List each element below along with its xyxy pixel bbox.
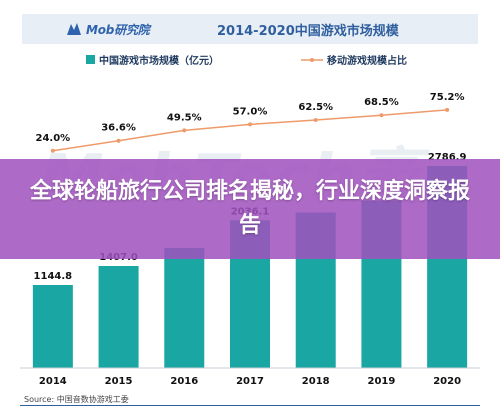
legend-bar-label: 中国游戏市场规模（亿元） bbox=[99, 56, 219, 67]
share-point-2014 bbox=[50, 148, 55, 153]
share-label-2019: 68.5% bbox=[364, 97, 399, 108]
logo: Mob研究院 bbox=[66, 21, 150, 38]
banner-text: 全球轮船旅行公司排名揭秘，行业深度洞察报告 bbox=[30, 179, 471, 238]
legend-item-bar: 中国游戏市场规模（亿元） bbox=[86, 52, 219, 67]
x-tick-2018: 2018 bbox=[302, 376, 330, 387]
bar-value-label-2020: 2786.9 bbox=[428, 152, 467, 163]
overlay-banner: 全球轮船旅行公司排名揭秘，行业深度洞察报告 bbox=[0, 159, 500, 259]
x-tick-2015: 2015 bbox=[105, 376, 133, 387]
logo-text: Mob研究院 bbox=[86, 22, 150, 37]
legend-line-swatch bbox=[301, 57, 323, 62]
bar-2015 bbox=[98, 265, 139, 368]
share-point-2018 bbox=[313, 118, 318, 122]
share-point-2019 bbox=[379, 113, 384, 118]
bottom-rule bbox=[20, 405, 480, 406]
share-point-2017 bbox=[248, 122, 252, 127]
x-tick-2019: 2019 bbox=[368, 376, 396, 387]
chart-header: Mob研究院 2014-2020中国游戏市场规模 bbox=[22, 14, 478, 44]
legend-item-line: 移动游戏规模占比 bbox=[301, 52, 407, 67]
legend: 中国游戏市场规模（亿元） 移动游戏规模占比 bbox=[86, 52, 460, 68]
x-tick-2020: 2020 bbox=[433, 376, 461, 387]
source-note: Source: 中国音数协游戏工委 bbox=[24, 395, 129, 404]
share-label-2016: 49.5% bbox=[167, 112, 202, 123]
share-label-2015: 36.6% bbox=[101, 123, 136, 134]
bar-2016 bbox=[164, 247, 205, 368]
share-label-2014: 24.0% bbox=[36, 133, 71, 144]
share-label-2017: 57.0% bbox=[233, 106, 268, 117]
share-label-2020: 75.2% bbox=[430, 92, 465, 103]
x-tick-2016: 2016 bbox=[170, 376, 198, 387]
x-tick-2014: 2014 bbox=[39, 376, 67, 387]
share-point-2016 bbox=[182, 128, 187, 133]
logo-icon bbox=[67, 23, 81, 35]
bar-value-label-2014: 1144.8 bbox=[34, 271, 73, 282]
chart-title: 2014-2020中国游戏市场规模 bbox=[217, 23, 399, 39]
bar-2014 bbox=[32, 285, 73, 368]
share-label-2018: 62.5% bbox=[298, 102, 333, 113]
share-point-2020 bbox=[445, 107, 450, 112]
share-point-2015 bbox=[116, 138, 121, 143]
legend-line-label: 移动游戏规模占比 bbox=[327, 56, 407, 67]
legend-bar-swatch bbox=[86, 55, 95, 64]
x-tick-2017: 2017 bbox=[236, 376, 264, 387]
